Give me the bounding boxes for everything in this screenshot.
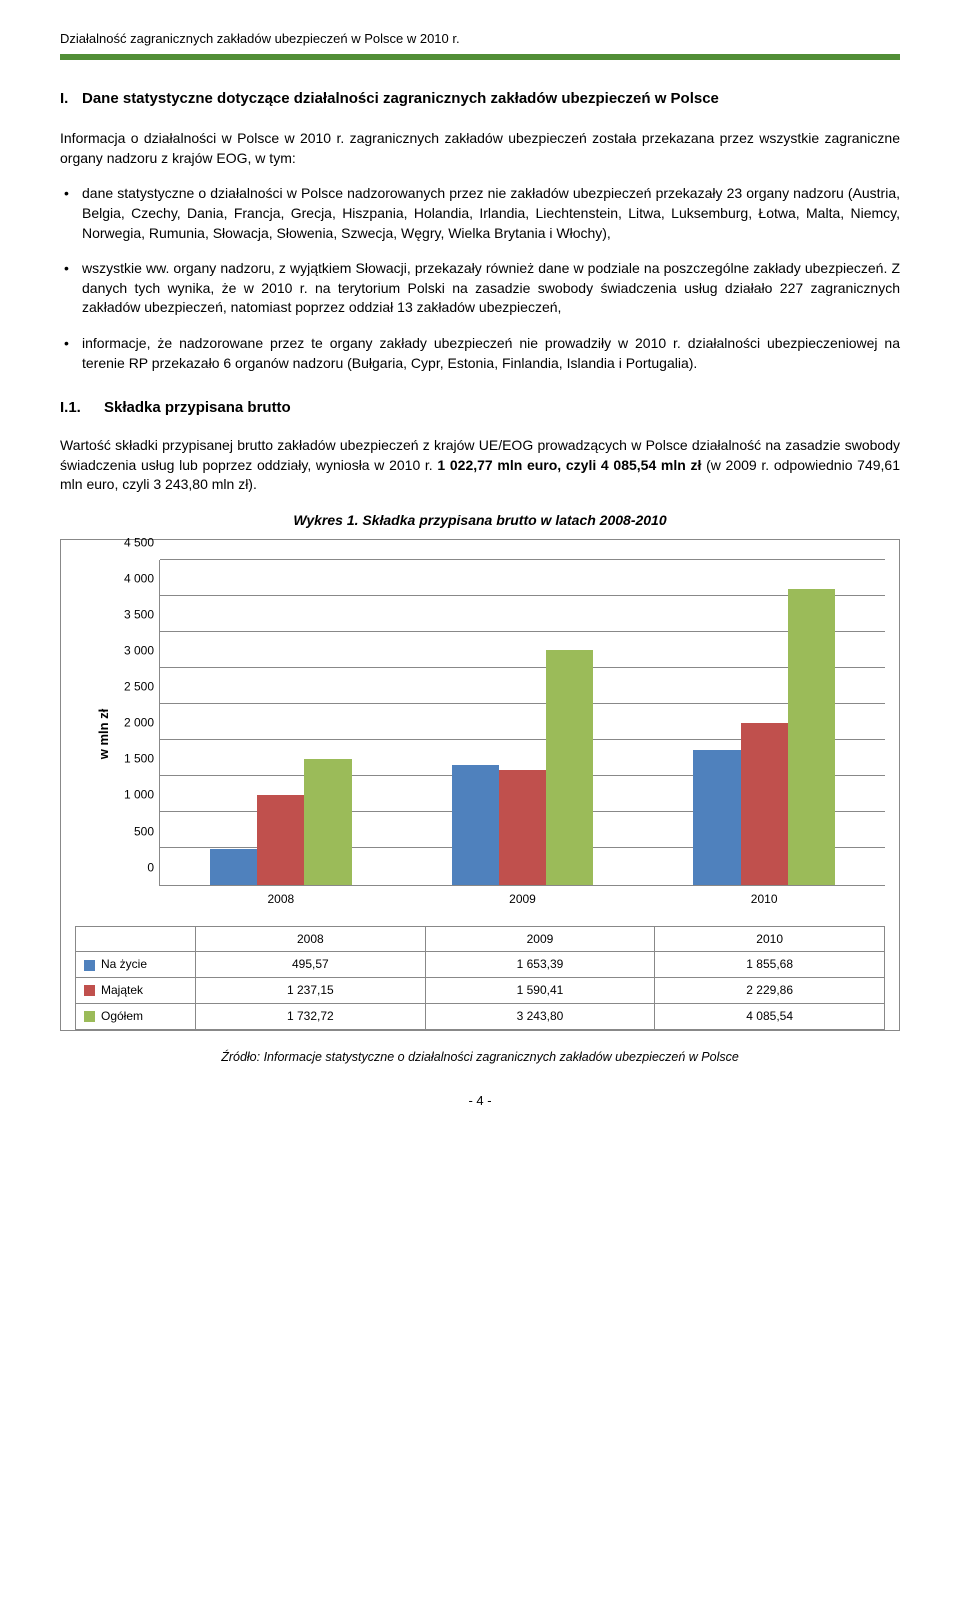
y-tick-label: 3 500 <box>124 607 160 624</box>
list-item: informacje, że nadzorowane przez te orga… <box>60 334 900 373</box>
legend-cell: Majątek <box>76 978 196 1004</box>
legend-cell: Ogółem <box>76 1003 196 1029</box>
section-title: I.Dane statystyczne dotyczące działalnoś… <box>60 88 900 109</box>
table-cell: 1 732,72 <box>196 1003 426 1029</box>
y-tick-label: 2 000 <box>124 715 160 732</box>
gridline <box>160 559 885 560</box>
bar <box>741 723 788 884</box>
y-tick-label: 3 000 <box>124 643 160 660</box>
chart-data-table: 200820092010Na życie495,571 653,391 855,… <box>75 926 885 1030</box>
list-item: dane statystyczne o działalności w Polsc… <box>60 184 900 243</box>
y-tick-label: 500 <box>134 823 160 840</box>
y-tick-label: 4 000 <box>124 570 160 587</box>
y-axis-label: w mln zł <box>95 708 113 759</box>
table-header-cell: 2008 <box>196 926 426 952</box>
gridline <box>160 703 885 704</box>
page-number: - 4 - <box>60 1092 900 1110</box>
list-item: wszystkie ww. organy nadzoru, z wyjątkie… <box>60 259 900 318</box>
table-cell: 1 855,68 <box>655 952 885 978</box>
table-cell <box>76 926 196 952</box>
legend-swatch <box>84 960 95 971</box>
y-tick-label: 1 500 <box>124 751 160 768</box>
table-row: Ogółem1 732,723 243,804 085,54 <box>76 1003 885 1029</box>
gridline <box>160 595 885 596</box>
section-number: I. <box>60 88 82 109</box>
bar <box>788 589 835 884</box>
table-cell: 3 243,80 <box>425 1003 655 1029</box>
page-header: Działalność zagranicznych zakładów ubezp… <box>60 30 900 60</box>
legend-cell: Na życie <box>76 952 196 978</box>
intro-paragraph: Informacja o działalności w Polsce w 201… <box>60 129 900 168</box>
section-title-text: Dane statystyczne dotyczące działalności… <box>82 90 719 107</box>
y-tick-label: 1 000 <box>124 787 160 804</box>
table-header-cell: 2010 <box>655 926 885 952</box>
table-cell: 2 229,86 <box>655 978 885 1004</box>
table-row: Na życie495,571 653,391 855,68 <box>76 952 885 978</box>
bar <box>257 795 304 884</box>
x-tick-label: 2010 <box>751 885 778 908</box>
table-cell: 1 237,15 <box>196 978 426 1004</box>
subsection-title: I.1.Składka przypisana brutto <box>60 397 900 418</box>
table-cell: 4 085,54 <box>655 1003 885 1029</box>
subsection-number: I.1. <box>60 397 104 418</box>
chart-container: w mln zł 05001 0001 5002 0002 5003 0003 … <box>60 539 900 1031</box>
y-tick-label: 4 500 <box>124 534 160 551</box>
table-cell: 1 590,41 <box>425 978 655 1004</box>
bullet-list: dane statystyczne o działalności w Polsc… <box>60 184 900 373</box>
bar <box>499 770 546 885</box>
y-tick-label: 2 500 <box>124 679 160 696</box>
legend-swatch <box>84 1011 95 1022</box>
bar <box>210 849 257 885</box>
bar <box>304 759 351 884</box>
table-cell: 1 653,39 <box>425 952 655 978</box>
bar <box>546 650 593 884</box>
chart-area: w mln zł 05001 0001 5002 0002 5003 0003 … <box>103 554 885 914</box>
subsection-title-text: Składka przypisana brutto <box>104 399 291 416</box>
bold-figure: 1 022,77 mln euro, czyli 4 085,54 mln zł <box>437 457 701 473</box>
chart-caption: Wykres 1. Składka przypisana brutto w la… <box>60 511 900 531</box>
bar <box>452 765 499 884</box>
x-tick-label: 2009 <box>509 885 536 908</box>
table-row: Majątek1 237,151 590,412 229,86 <box>76 978 885 1004</box>
y-tick-label: 0 <box>147 859 160 876</box>
table-row: 200820092010 <box>76 926 885 952</box>
x-tick-label: 2008 <box>267 885 294 908</box>
body-paragraph: Wartość składki przypisanej brutto zakła… <box>60 436 900 495</box>
legend-swatch <box>84 985 95 996</box>
table-header-cell: 2009 <box>425 926 655 952</box>
gridline <box>160 631 885 632</box>
table-cell: 495,57 <box>196 952 426 978</box>
chart-source: Źródło: Informacje statystyczne o działa… <box>60 1049 900 1067</box>
bar <box>693 750 740 884</box>
plot-area: 05001 0001 5002 0002 5003 0003 5004 0004… <box>159 560 885 886</box>
gridline <box>160 667 885 668</box>
